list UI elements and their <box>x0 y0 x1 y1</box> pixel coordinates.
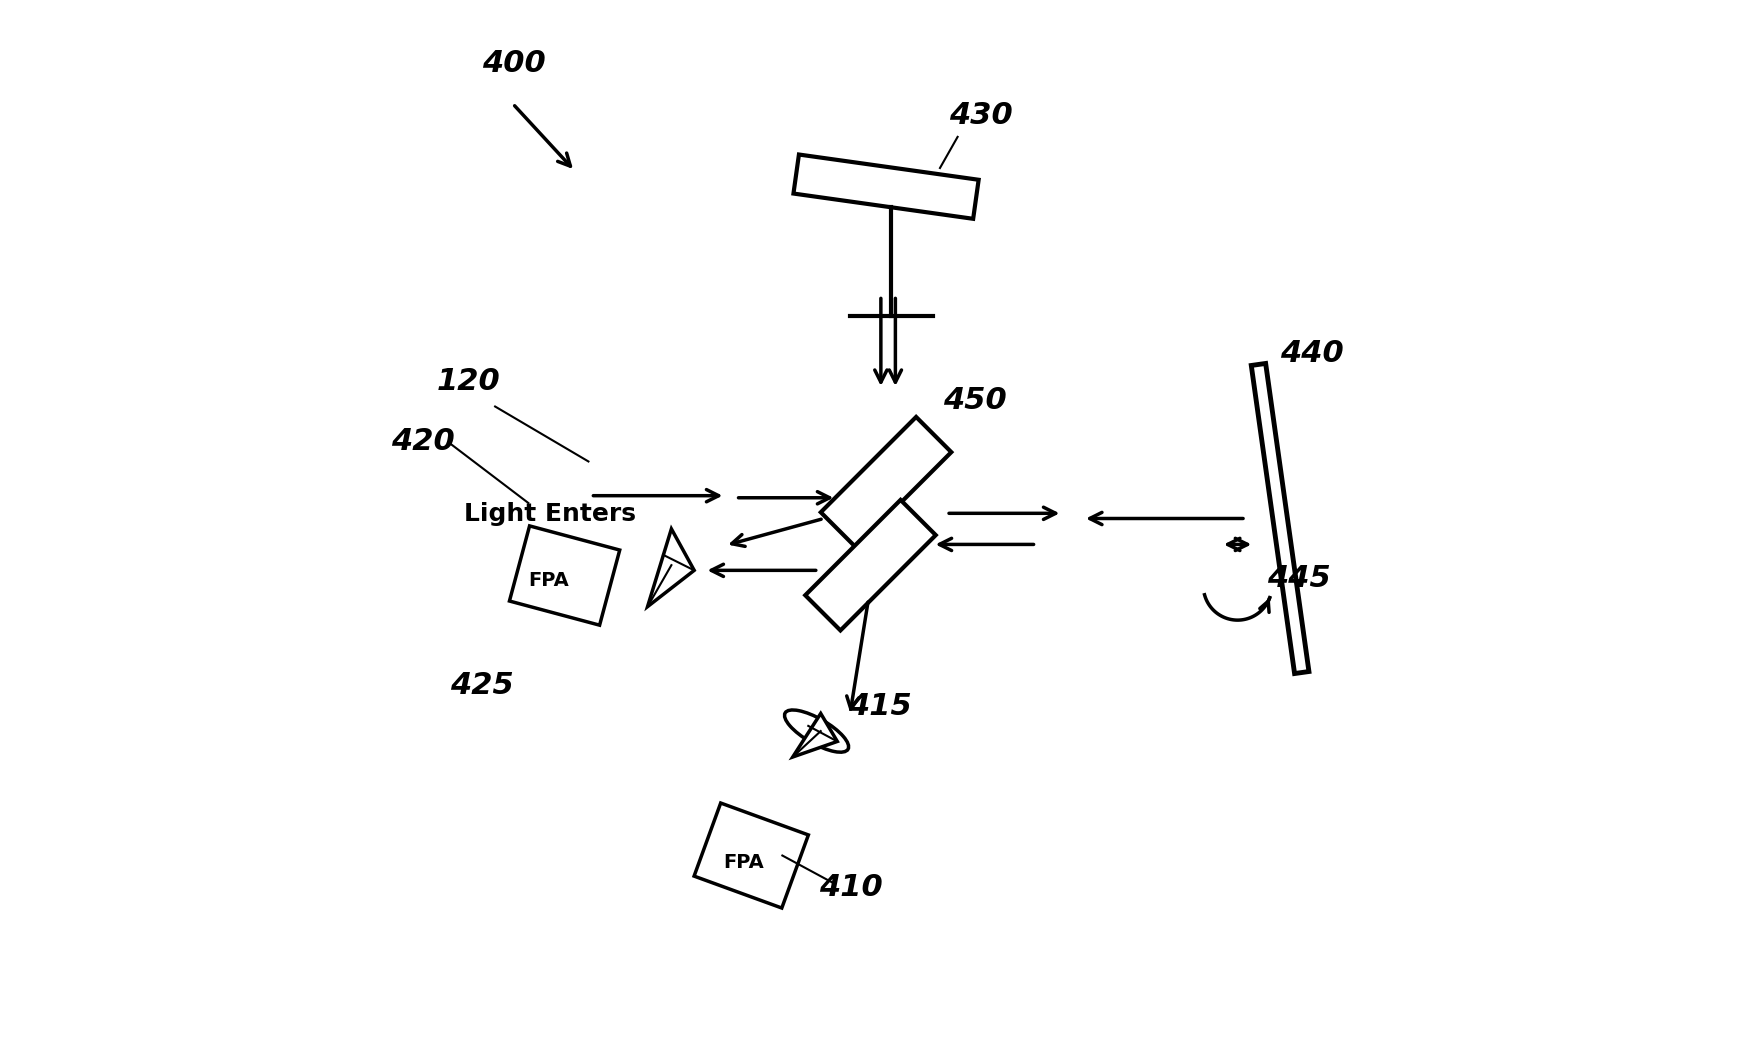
Polygon shape <box>510 526 620 625</box>
Text: FPA: FPA <box>528 571 569 590</box>
Text: 450: 450 <box>944 386 1006 415</box>
Text: 400: 400 <box>482 49 545 78</box>
Text: 415: 415 <box>848 692 912 721</box>
Text: 440: 440 <box>1280 339 1344 368</box>
Polygon shape <box>806 500 935 630</box>
Text: 425: 425 <box>451 671 514 700</box>
Text: 420: 420 <box>392 427 454 456</box>
Polygon shape <box>695 803 808 908</box>
Ellipse shape <box>785 710 848 752</box>
Text: 445: 445 <box>1267 564 1330 593</box>
Text: FPA: FPA <box>723 853 764 872</box>
Polygon shape <box>648 529 695 607</box>
Text: 120: 120 <box>437 367 501 396</box>
Text: 410: 410 <box>818 873 883 902</box>
Polygon shape <box>820 417 951 548</box>
Text: Light Enters: Light Enters <box>465 502 635 526</box>
Polygon shape <box>794 155 978 219</box>
Polygon shape <box>792 713 837 757</box>
Text: 430: 430 <box>949 101 1013 130</box>
Polygon shape <box>1252 363 1309 674</box>
